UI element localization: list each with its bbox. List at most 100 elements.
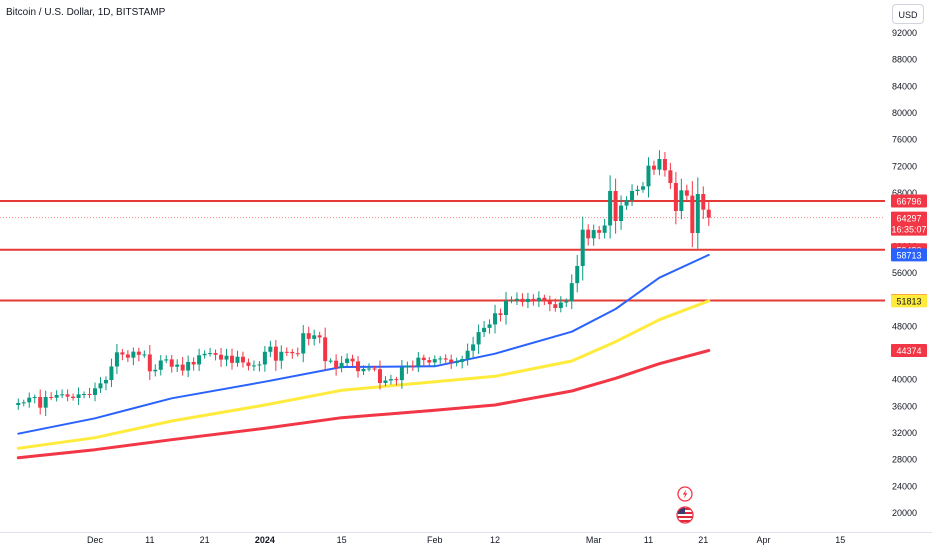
candle-body	[109, 366, 114, 380]
candle-body	[240, 356, 245, 363]
candle	[158, 355, 163, 376]
candle	[460, 355, 465, 369]
x-tick-label: Feb	[427, 535, 443, 545]
candle-body	[399, 367, 404, 381]
candle	[553, 298, 558, 312]
candle	[630, 184, 635, 206]
candle	[657, 150, 662, 176]
y-tick-label: 80000	[892, 108, 917, 118]
candle	[82, 391, 87, 399]
candle	[525, 292, 530, 309]
candle	[136, 347, 141, 362]
candle-body	[339, 362, 344, 369]
candle	[312, 329, 317, 346]
candle-body	[290, 351, 295, 354]
moving-average-line	[17, 253, 710, 435]
y-tick-label: 20000	[892, 508, 917, 518]
candle	[125, 350, 130, 363]
candle-body	[224, 355, 229, 360]
candle-body	[482, 327, 487, 333]
candle-body	[153, 369, 158, 372]
price-label-text: 64297	[896, 214, 921, 224]
candle-body	[191, 361, 196, 365]
candle	[328, 358, 333, 364]
horizontal-levels	[0, 200, 885, 302]
candle-body	[580, 229, 585, 266]
candle-body	[679, 190, 684, 211]
currency-button[interactable]: USD	[892, 4, 924, 24]
candle-body	[454, 361, 459, 363]
candle-body	[465, 350, 470, 360]
candle	[301, 325, 306, 363]
candle	[257, 361, 262, 372]
y-tick-label: 88000	[892, 55, 917, 65]
candle-body	[531, 298, 536, 302]
candle-body	[158, 360, 163, 370]
countdown-text: 16:35:07	[891, 225, 926, 235]
candle	[597, 226, 602, 240]
candle-body	[597, 230, 602, 233]
candle	[482, 321, 487, 337]
candle	[147, 344, 152, 381]
price-labels: 667966429716:35:075948058713518835181344…	[891, 194, 927, 358]
candle	[514, 292, 519, 306]
candle-body	[706, 209, 711, 218]
x-tick-label: Apr	[757, 535, 771, 545]
candle	[21, 399, 26, 407]
candle-body	[504, 300, 508, 315]
candle-body	[219, 354, 224, 360]
candle	[60, 389, 65, 398]
candle	[646, 157, 651, 198]
candle-body	[114, 352, 119, 367]
candle-body	[476, 332, 481, 345]
candle-body	[662, 159, 667, 171]
candle-body	[186, 361, 191, 371]
candle	[673, 172, 678, 225]
candle-body	[306, 333, 311, 339]
candle-body	[509, 300, 514, 302]
candle-body	[103, 380, 108, 384]
candle	[416, 352, 421, 373]
candle	[153, 364, 158, 377]
candle	[493, 304, 498, 334]
candle	[224, 348, 229, 367]
candle	[651, 160, 656, 176]
candle	[394, 376, 399, 386]
candle-body	[38, 397, 43, 408]
price-label: 44374	[891, 344, 927, 358]
candle-body	[334, 360, 339, 369]
us-flag-icon[interactable]	[676, 506, 694, 524]
candle	[230, 348, 234, 370]
candle	[695, 177, 700, 249]
candle-body	[388, 379, 393, 381]
candle	[558, 296, 563, 313]
y-tick-label: 76000	[892, 135, 917, 145]
candle	[273, 340, 278, 371]
candle-body	[93, 388, 97, 395]
candle-body	[564, 301, 569, 303]
candle	[65, 389, 70, 402]
candlesticks	[16, 150, 711, 416]
candle-body	[197, 355, 202, 365]
candle	[103, 376, 108, 391]
candle	[49, 392, 54, 401]
candle-body	[312, 335, 317, 339]
candle-body	[268, 346, 273, 352]
lightning-icon[interactable]	[677, 486, 693, 502]
candle	[454, 357, 459, 367]
candle-body	[673, 183, 678, 211]
candle	[32, 394, 37, 404]
candle	[323, 327, 328, 371]
candle-body	[284, 351, 289, 353]
y-tick-label: 40000	[892, 375, 917, 385]
time-axis: Dec 11 21 2024 15 Feb 12 Mar 11 21 Apr 15	[87, 535, 845, 545]
price-label-text: 44374	[896, 346, 921, 356]
candle-body	[651, 165, 656, 170]
candle	[613, 178, 618, 234]
candle	[186, 355, 191, 378]
candle	[542, 294, 547, 306]
candle	[54, 390, 59, 402]
candle-body	[701, 194, 706, 210]
candle	[16, 398, 21, 410]
